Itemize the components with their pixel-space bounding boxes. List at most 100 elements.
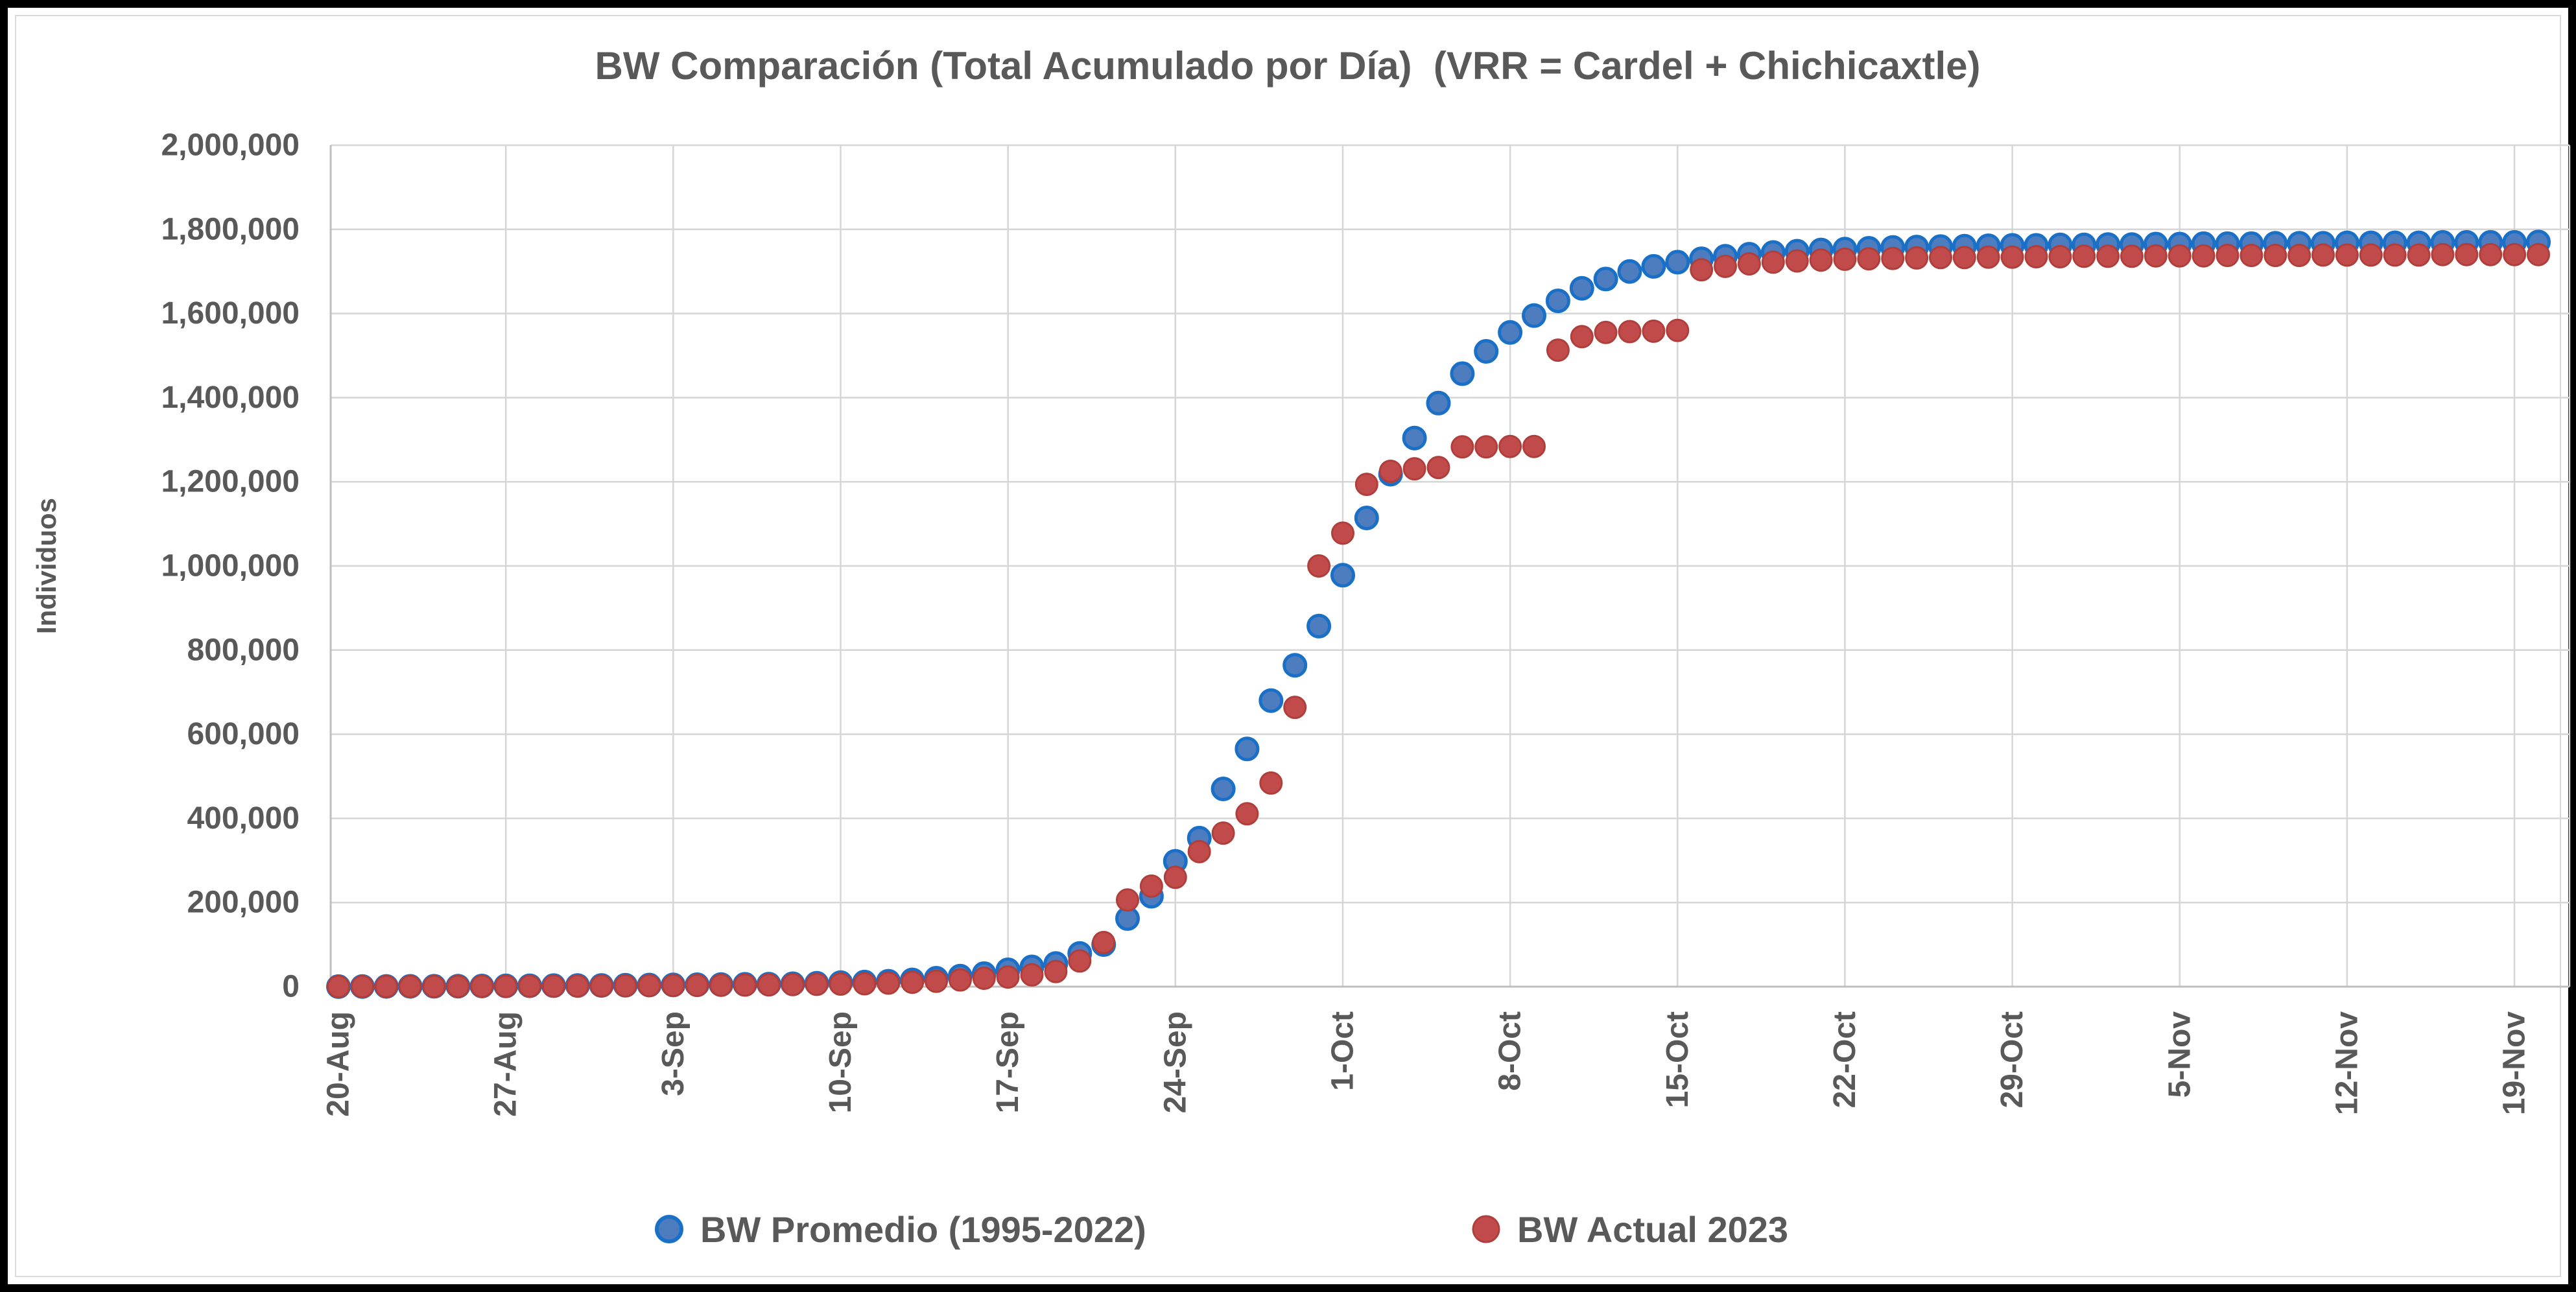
data-point-actual [2000, 245, 2024, 269]
data-point-actual [757, 973, 781, 997]
data-point-actual [1378, 460, 1402, 483]
data-point-actual [327, 974, 350, 998]
data-point-promedio [1593, 266, 1618, 292]
x-tick-label: 10-Sep [823, 1011, 858, 1113]
y-tick-label: 1,400,000 [161, 381, 300, 415]
data-point-actual [1307, 554, 1331, 578]
chart-title: BW Comparación (Total Acumulado por Día)… [595, 44, 1981, 88]
data-point-actual [1474, 435, 1498, 459]
x-tick-label: 8-Oct [1493, 1011, 1528, 1091]
x-tick-label: 19-Nov [2498, 1011, 2532, 1115]
data-point-actual [2359, 243, 2383, 267]
data-point-actual [1857, 247, 1881, 271]
data-point-actual [1259, 771, 1283, 795]
data-point-actual [948, 968, 972, 992]
data-point-actual [541, 974, 565, 998]
data-point-actual [1068, 949, 1092, 973]
legend-label-promedio: BW Promedio (1995-2022) [700, 1209, 1146, 1250]
data-point-promedio [1211, 777, 1236, 801]
data-point-actual [2479, 242, 2503, 266]
x-tick-label: 12-Nov [2330, 1011, 2364, 1115]
data-point-actual [2192, 244, 2216, 268]
data-point-actual [2407, 243, 2431, 267]
data-point-promedio [1665, 250, 1690, 275]
data-point-actual [2144, 244, 2168, 268]
data-point-promedio [1569, 276, 1594, 301]
data-point-actual [2168, 244, 2192, 268]
data-point-actual [1020, 963, 1044, 987]
data-point-actual [1211, 821, 1235, 845]
data-point-actual [781, 972, 805, 996]
data-point-actual [1235, 802, 1259, 826]
data-point-promedio [1235, 736, 1260, 762]
y-tick-label: 600,000 [187, 717, 300, 751]
data-point-actual [350, 974, 374, 998]
data-point-actual [1426, 456, 1450, 480]
data-point-actual [2503, 242, 2527, 266]
data-point-promedio [1641, 253, 1666, 279]
data-point-actual [1354, 473, 1378, 497]
data-point-actual [398, 974, 422, 998]
data-point-actual [1139, 874, 1163, 898]
data-point-actual [2263, 244, 2287, 267]
data-point-actual [494, 974, 518, 998]
x-tick-label: 1-Oct [1325, 1011, 1360, 1091]
data-point-actual [1905, 246, 1929, 270]
data-point-actual [2311, 243, 2335, 267]
y-tick-label: 0 [282, 970, 300, 1004]
legend-item-promedio[interactable]: BW Promedio (1995-2022) [655, 1209, 1146, 1250]
data-point-actual [1785, 249, 1809, 273]
data-point-actual [1666, 318, 1690, 342]
data-point-promedio [1450, 361, 1475, 386]
data-point-promedio [1282, 653, 1308, 678]
data-point-actual [1737, 252, 1761, 276]
data-point-actual [2072, 244, 2096, 268]
data-point-promedio [1306, 613, 1332, 639]
x-tick-label: 29-Oct [1995, 1011, 2029, 1108]
data-point-actual [1714, 254, 1737, 278]
y-tick-labels: 0 200,000 400,000 600,000 800,000 1,000,000 1,… [161, 128, 300, 1004]
inner-border [15, 15, 2561, 1277]
data-point-actual [829, 972, 853, 996]
data-point-promedio [1330, 563, 1355, 588]
data-point-actual [972, 967, 996, 990]
data-point-promedio [1474, 339, 1499, 364]
x-tick-label: 24-Sep [1158, 1011, 1192, 1113]
data-point-promedio [1354, 506, 1379, 530]
data-point-actual [2527, 242, 2550, 266]
data-point-actual [1618, 320, 1642, 344]
data-point-actual [1522, 434, 1546, 458]
data-point-actual [2096, 244, 2120, 268]
y-tick-label: 2,000,000 [161, 128, 300, 163]
data-point-actual [1881, 246, 1905, 270]
data-point-actual [1642, 319, 1666, 343]
y-tick-label: 800,000 [187, 633, 300, 667]
data-point-actual [901, 970, 925, 994]
legend-item-actual[interactable]: BW Actual 2023 [1472, 1209, 1788, 1250]
data-point-promedio [1545, 288, 1570, 314]
y-tick-label: 1,200,000 [161, 465, 300, 499]
data-point-actual [2287, 244, 2311, 267]
actual-marker-icon [1472, 1215, 1500, 1243]
data-point-actual [1570, 325, 1594, 349]
gridlines [331, 144, 2571, 988]
legend: BW Promedio (1995-2022) BW Actual 2023 [655, 1209, 1788, 1250]
data-point-actual [422, 974, 446, 998]
data-point-promedio [1498, 320, 1523, 345]
y-tick-label: 400,000 [187, 801, 300, 836]
series-actual [327, 242, 2550, 998]
data-point-actual [2239, 244, 2263, 267]
y-tick-label: 1,600,000 [161, 296, 300, 331]
data-point-actual [925, 969, 948, 993]
data-point-actual [470, 974, 494, 998]
data-point-actual [1594, 320, 1618, 344]
data-point-promedio [1617, 259, 1642, 284]
data-point-actual [2048, 245, 2072, 268]
data-point-promedio [1426, 390, 1451, 416]
data-point-actual [709, 973, 733, 997]
data-point-actual [1187, 840, 1211, 863]
data-point-promedio [1258, 688, 1284, 713]
data-point-actual [1163, 865, 1187, 889]
